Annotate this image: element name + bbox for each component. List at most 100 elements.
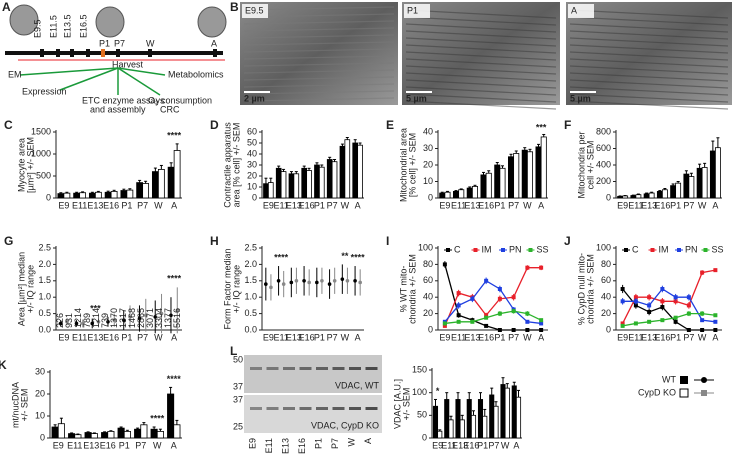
bar	[306, 170, 312, 199]
point	[320, 279, 324, 283]
bar	[280, 171, 287, 199]
point	[169, 313, 173, 318]
marker	[660, 287, 665, 291]
x-tick-label: P7	[137, 332, 148, 342]
em-texture	[243, 34, 395, 39]
marker	[470, 319, 475, 324]
em-texture	[405, 65, 557, 75]
series-line	[622, 288, 716, 323]
bar	[293, 173, 300, 199]
marker	[484, 323, 489, 328]
y-tick-label: 30	[423, 143, 433, 153]
harvest-label: Harvest	[112, 59, 144, 69]
panel-letter: G	[4, 234, 13, 248]
legend-marker	[701, 390, 707, 396]
significance: ****	[167, 374, 182, 384]
y-tick-label: 80	[423, 259, 433, 269]
point	[264, 282, 268, 286]
point	[276, 279, 281, 283]
em-texture	[569, 93, 729, 103]
em-texture	[243, 41, 395, 46]
y-axis-label: [% cell] +/- SEM	[407, 133, 417, 197]
point	[121, 318, 126, 322]
y-tick-label: 20	[35, 388, 45, 398]
x-tick-label: E11	[273, 332, 288, 342]
n-label: 1214	[73, 308, 83, 328]
blot-band	[250, 367, 262, 370]
bar	[57, 193, 65, 199]
point	[345, 279, 350, 283]
bar	[470, 414, 477, 439]
bar	[643, 193, 650, 199]
lane-label: W	[346, 438, 356, 447]
stage-marker	[148, 49, 152, 57]
lane-label: E13	[280, 438, 290, 454]
em-texture	[243, 62, 395, 67]
em-texture	[569, 65, 729, 75]
bar	[489, 394, 495, 439]
y-tick-label: 60	[247, 126, 257, 136]
blot-band	[266, 367, 279, 370]
x-tick-label: E9	[617, 332, 628, 342]
bar	[173, 150, 181, 199]
marker	[456, 319, 461, 324]
bar	[458, 189, 465, 199]
stage-marker	[56, 49, 60, 57]
x-tick-label: E16	[478, 332, 494, 342]
y-axis-label: cell +/- SEM	[585, 141, 595, 190]
em-texture	[243, 6, 395, 11]
bar	[448, 419, 454, 439]
series-line	[444, 264, 542, 331]
stage-marker	[101, 49, 105, 57]
x-tick-label: E13	[87, 200, 103, 210]
panel-letter: J	[564, 234, 571, 248]
series-line	[444, 279, 542, 325]
x-tick-label: E13	[641, 332, 657, 342]
bar	[622, 195, 629, 199]
em-texture	[569, 23, 729, 33]
n-label: 3071	[145, 308, 155, 328]
legend-swatch	[680, 376, 688, 384]
axis	[49, 370, 182, 439]
x-tick-label: A	[171, 200, 177, 210]
n-label: 1214	[91, 308, 101, 328]
bar	[526, 151, 533, 199]
legend-label: WT	[662, 374, 676, 384]
em-texture	[569, 86, 729, 96]
y-axis-label: Mitochondria per	[576, 131, 586, 198]
x-tick-label: P7	[508, 332, 519, 342]
x-tick-label: P7	[327, 332, 338, 342]
series-line	[444, 310, 542, 325]
x-tick-label: A	[355, 332, 361, 342]
x-tick-label: W	[523, 200, 532, 210]
x-tick-label: A	[538, 200, 544, 210]
bar	[688, 176, 695, 199]
y-tick-label: 0	[428, 192, 433, 202]
mw-label: 37	[233, 381, 243, 391]
bar	[494, 164, 501, 199]
point	[143, 313, 148, 318]
bar	[167, 166, 175, 199]
marker	[525, 265, 530, 270]
x-tick-label: E9	[53, 440, 64, 450]
stage-label: E13.5	[62, 14, 72, 38]
n-label: 1468	[127, 308, 137, 328]
marker	[713, 328, 718, 332]
y-axis-label: Myocyte area	[16, 138, 26, 192]
blot-band	[250, 407, 262, 410]
x-tick-label: E11	[628, 200, 643, 210]
x-tick-label: P1	[670, 200, 681, 210]
bar	[288, 173, 295, 199]
bar	[344, 139, 351, 199]
point	[353, 279, 357, 283]
y-tick-label: 0.0	[38, 324, 51, 334]
bar	[63, 192, 71, 199]
bar	[670, 185, 677, 199]
n-label: 2865	[136, 308, 146, 328]
em-texture	[405, 100, 557, 110]
y-axis-label: % WT mito-	[398, 266, 408, 313]
y-tick-label: 40	[601, 292, 611, 302]
marker	[633, 303, 638, 308]
marker	[686, 328, 691, 332]
bar	[480, 174, 487, 199]
